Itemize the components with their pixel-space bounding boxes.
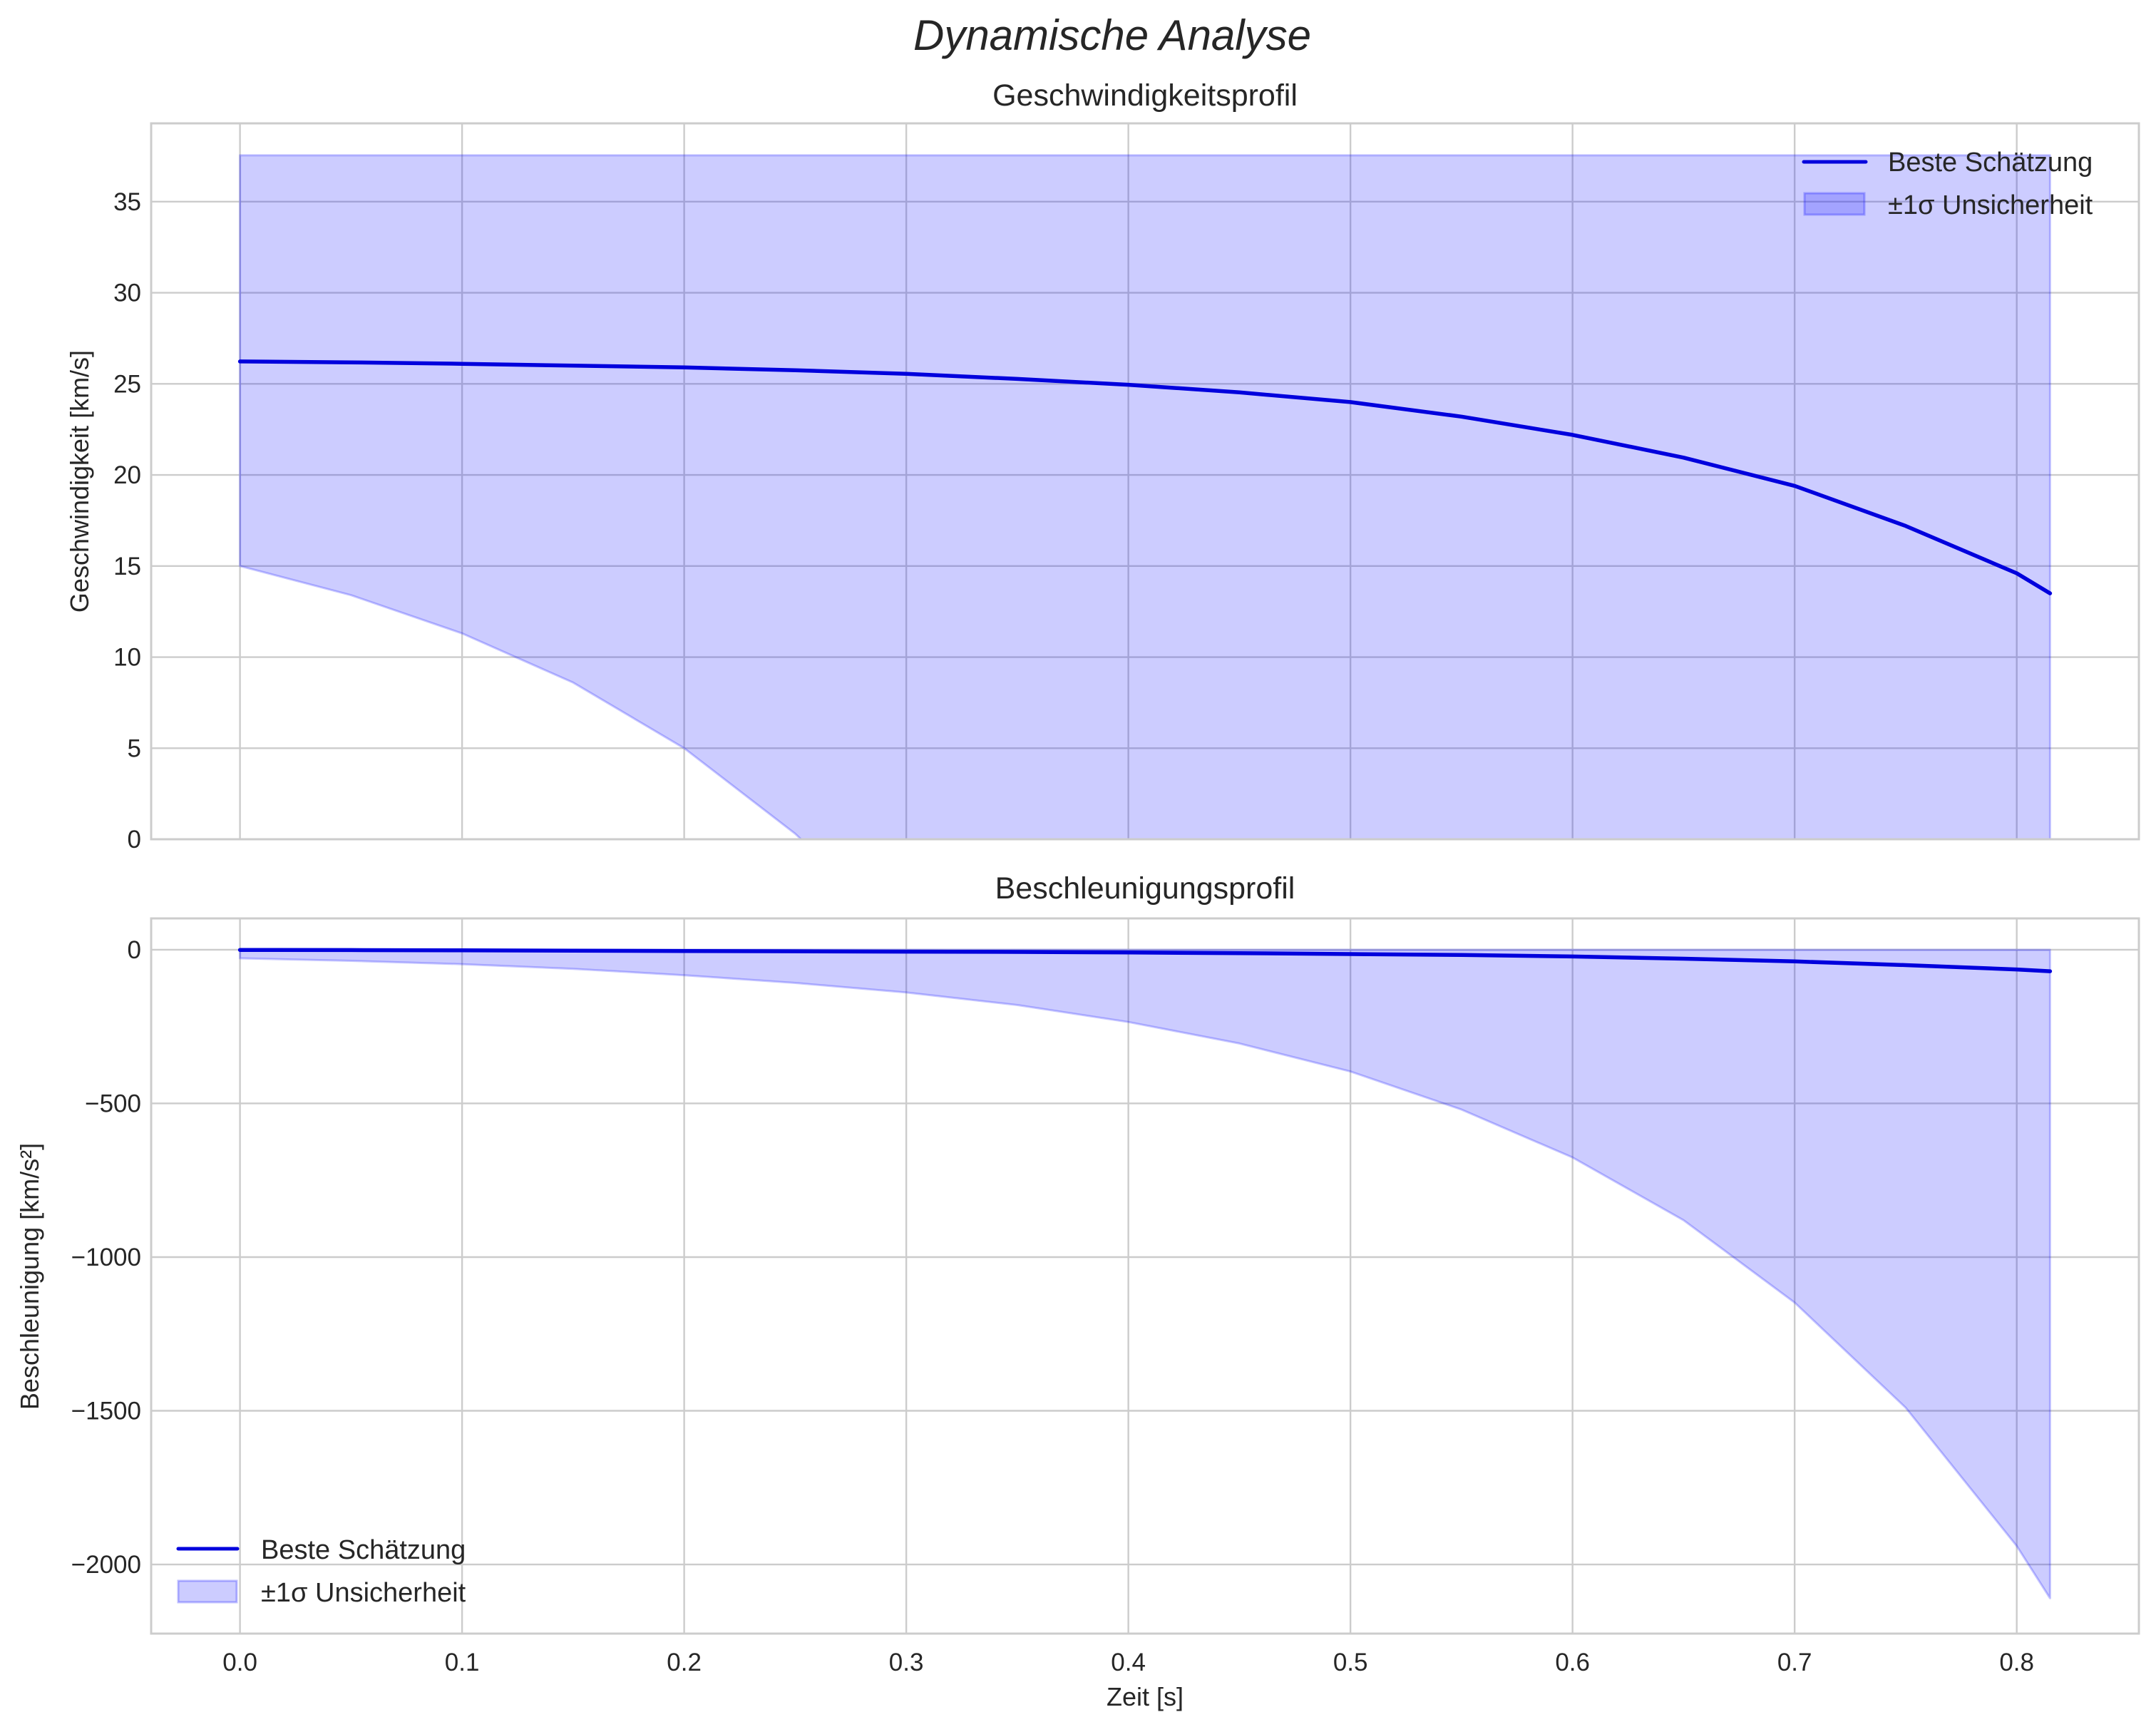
y-tick-label: −500 xyxy=(85,1090,141,1117)
velocity-plot: Geschwindigkeitsprofil 0 5 10 15 20 25 30 35 Ge… xyxy=(65,78,2140,854)
x-tick-label: 0.5 xyxy=(1333,1649,1368,1676)
x-tick-label: 0.7 xyxy=(1777,1649,1812,1676)
y-tick-label: 15 xyxy=(113,553,141,580)
velocity-y-ticks: 0 5 10 15 20 25 30 35 xyxy=(113,188,141,854)
y-tick-label: 5 xyxy=(128,734,141,762)
y-tick-label: 0 xyxy=(128,936,141,964)
best-estimate-line xyxy=(237,948,2053,973)
uncertainty-band xyxy=(239,154,2051,839)
x-tick-label: 0.6 xyxy=(1555,1649,1590,1676)
y-tick-label: 10 xyxy=(113,644,141,672)
y-tick-label: 30 xyxy=(113,280,141,307)
legend-line-label: Beste Schätzung xyxy=(1888,148,2093,178)
x-tick-label: 0.0 xyxy=(222,1649,257,1676)
best-estimate-line xyxy=(237,359,2053,595)
acceleration-data xyxy=(237,948,2053,1599)
x-tick-label: 0.8 xyxy=(1999,1649,2034,1676)
x-tick-label: 0.1 xyxy=(445,1649,480,1676)
figure-title: Dynamische Analyse xyxy=(913,11,1311,59)
legend-band-label: ±1σ Unsicherheit xyxy=(261,1578,466,1608)
x-axis-label: Zeit [s] xyxy=(1107,1682,1184,1711)
velocity-plot-title: Geschwindigkeitsprofil xyxy=(992,78,1298,113)
acceleration-plot-title: Beschleunigungsprofil xyxy=(995,871,1295,906)
legend-band-label: ±1σ Unsicherheit xyxy=(1888,190,2093,220)
velocity-data xyxy=(237,154,2053,839)
y-tick-label: −2000 xyxy=(71,1551,141,1579)
legend-band-swatch xyxy=(177,1579,238,1604)
acceleration-legend: Beste Schätzung ±1σ Unsicherheit xyxy=(176,1535,466,1608)
y-tick-label: 20 xyxy=(113,461,141,489)
acceleration-y-ticks: 0 −500 −1000 −1500 −2000 xyxy=(71,936,141,1579)
y-tick-label: 25 xyxy=(113,370,141,398)
acceleration-axes-frame xyxy=(150,917,2140,1635)
legend-band-swatch xyxy=(1803,192,1866,216)
x-tick-label: 0.4 xyxy=(1111,1649,1146,1676)
velocity-legend: Beste Schätzung ±1σ Unsicherheit xyxy=(1802,148,2093,220)
x-ticks: 0.0 0.1 0.2 0.3 0.4 0.5 0.6 0.7 0.8 xyxy=(222,1649,2034,1676)
velocity-grid xyxy=(151,123,2139,841)
velocity-y-axis-label: Geschwindigkeit [km/s] xyxy=(65,350,94,613)
velocity-axes-frame xyxy=(150,122,2140,841)
x-tick-label: 0.2 xyxy=(667,1649,702,1676)
x-tick-label: 0.3 xyxy=(889,1649,924,1676)
y-tick-label: 35 xyxy=(113,188,141,216)
y-tick-label: −1000 xyxy=(71,1244,141,1271)
acceleration-plot: Beschleunigungsprofil 0 −500 −1000 −1500 −20… xyxy=(15,871,2140,1711)
acceleration-grid xyxy=(151,918,2139,1634)
y-tick-label: −1500 xyxy=(71,1398,141,1425)
y-tick-label: 0 xyxy=(128,826,141,854)
acceleration-y-axis-label: Beschleunigung [km/s²] xyxy=(15,1143,44,1410)
legend-line-label: Beste Schätzung xyxy=(261,1535,466,1565)
